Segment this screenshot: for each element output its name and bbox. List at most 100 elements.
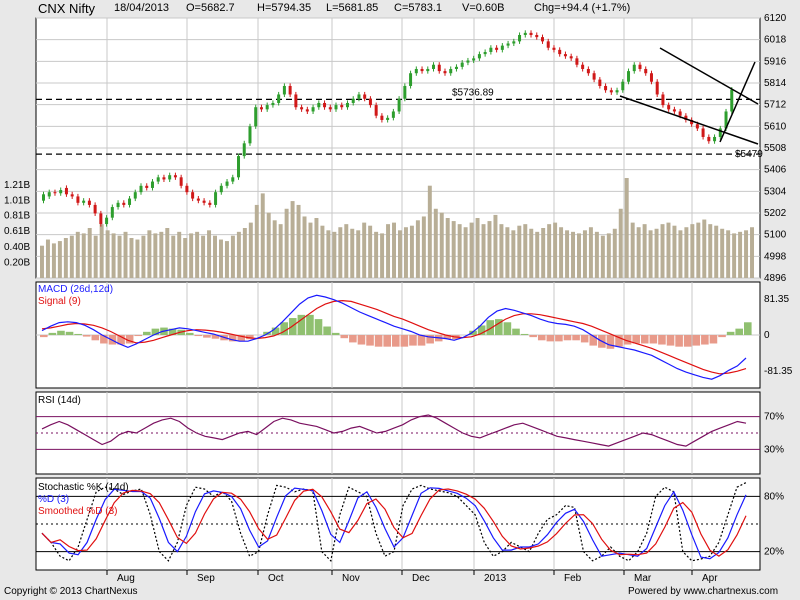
- candle-body: [598, 79, 602, 86]
- candle-body: [248, 126, 252, 144]
- volume-bar: [726, 230, 731, 278]
- volume-bar: [463, 227, 468, 278]
- macd-histogram-bar: [280, 322, 288, 335]
- volume-bar: [362, 222, 367, 278]
- candle-body: [426, 68, 430, 72]
- macd-histogram-bar: [735, 328, 743, 335]
- price-level-label: $5736.89: [452, 87, 494, 98]
- macd-histogram-bar: [194, 335, 203, 337]
- volume-bar: [738, 231, 743, 278]
- macd-histogram-bar: [417, 335, 426, 346]
- candle-body: [82, 200, 86, 203]
- candle-body: [202, 200, 206, 203]
- macd-histogram-bar: [649, 335, 658, 344]
- macd-histogram-bar: [589, 335, 598, 346]
- quote-date: 18/04/2013: [114, 2, 170, 14]
- candle-body: [168, 175, 172, 180]
- candle-body: [581, 64, 585, 69]
- volume-bar: [242, 228, 247, 278]
- volume-bar: [696, 222, 701, 278]
- candle-body: [133, 192, 137, 199]
- volume-bar: [630, 222, 635, 278]
- volume-tick-label: 0.20B: [4, 258, 30, 269]
- volume-bar: [296, 204, 301, 278]
- macd-histogram-bar: [314, 319, 323, 335]
- volume-bar: [523, 224, 528, 278]
- macd-histogram-bar: [117, 335, 125, 345]
- volume-bar: [433, 208, 438, 278]
- candle-body: [311, 107, 315, 112]
- candle-body: [678, 111, 682, 116]
- price-tick-label: 5712: [764, 100, 787, 111]
- quote-close: C=5783.1: [394, 2, 443, 14]
- candle-body: [237, 156, 241, 178]
- stoch-smoothed-line: [41, 488, 747, 557]
- stoch-d-label: %D (3): [38, 494, 70, 505]
- candle-body: [340, 105, 344, 108]
- volume-bar: [451, 221, 456, 278]
- volume-bar: [487, 221, 492, 278]
- volume-bar: [481, 224, 486, 278]
- volume-bar: [684, 227, 689, 278]
- macd-histogram-bar: [100, 335, 108, 344]
- candle-body: [156, 177, 160, 182]
- macd-histogram-bar: [744, 322, 752, 335]
- volume-bar: [135, 239, 140, 278]
- x-tick-label: Oct: [268, 573, 284, 584]
- stoch-smoothed-label: Smoothed %D (3): [38, 506, 118, 517]
- candle-body: [540, 37, 544, 42]
- macd-histogram-bar: [125, 335, 134, 344]
- macd-histogram-bar: [563, 335, 572, 341]
- candle-body: [128, 198, 132, 205]
- price-tick-label: 5610: [764, 121, 787, 132]
- candle-body: [575, 58, 579, 65]
- volume-bar: [278, 224, 283, 278]
- volume-bar: [732, 233, 737, 278]
- macd-histogram-bar: [271, 327, 280, 335]
- candle-body: [386, 117, 390, 120]
- copyright-text: Copyright © 2013 ChartNexus: [4, 586, 138, 597]
- macd-histogram-bar: [357, 335, 366, 345]
- candle-body: [529, 32, 533, 35]
- volume-bar: [81, 233, 86, 278]
- volume-bar: [571, 231, 575, 278]
- candle-body: [173, 175, 177, 178]
- candle-body: [391, 111, 395, 118]
- candle-body: [323, 102, 327, 108]
- volume-bar: [99, 224, 104, 278]
- price-tick-label: 5304: [764, 186, 787, 197]
- volume-bar: [648, 230, 653, 278]
- chart-header: CNX Nifty 18/04/2013 O=5682.7 H=5794.35 …: [0, 0, 800, 18]
- volume-tick-label: 0.40B: [4, 242, 30, 253]
- candle-body: [70, 194, 74, 197]
- volume-bar: [308, 222, 313, 278]
- candle-body: [615, 90, 619, 93]
- candle-body: [242, 143, 246, 157]
- candle-body: [300, 107, 304, 110]
- volume-bar: [499, 224, 504, 278]
- x-tick-label: Apr: [702, 573, 718, 584]
- volume-bar: [660, 224, 665, 278]
- volume-bar: [356, 230, 361, 278]
- x-tick-label: Aug: [117, 573, 135, 584]
- volume-bar: [565, 230, 570, 278]
- volume-bar: [409, 225, 414, 278]
- candle-body: [305, 109, 309, 112]
- macd-histogram-bar: [65, 331, 74, 335]
- quote-change: Chg=+94.4 (+1.7%): [534, 2, 631, 14]
- candle-body: [288, 85, 292, 95]
- candle-body: [196, 198, 200, 201]
- candle-body: [454, 66, 458, 69]
- macd-histogram-bar: [323, 326, 331, 335]
- volume-bar: [505, 227, 510, 278]
- candle-body: [586, 68, 590, 74]
- macd-histogram-bar: [640, 335, 649, 344]
- volume-bar: [147, 230, 152, 278]
- volume-bar: [529, 228, 534, 278]
- volume-bar: [415, 220, 420, 278]
- trendline-upper: [659, 47, 759, 105]
- candle-body: [87, 200, 91, 205]
- powered-by-link[interactable]: Powered by www.chartnexus.com: [628, 586, 779, 597]
- candle-body: [512, 41, 516, 44]
- volume-bar: [189, 233, 194, 278]
